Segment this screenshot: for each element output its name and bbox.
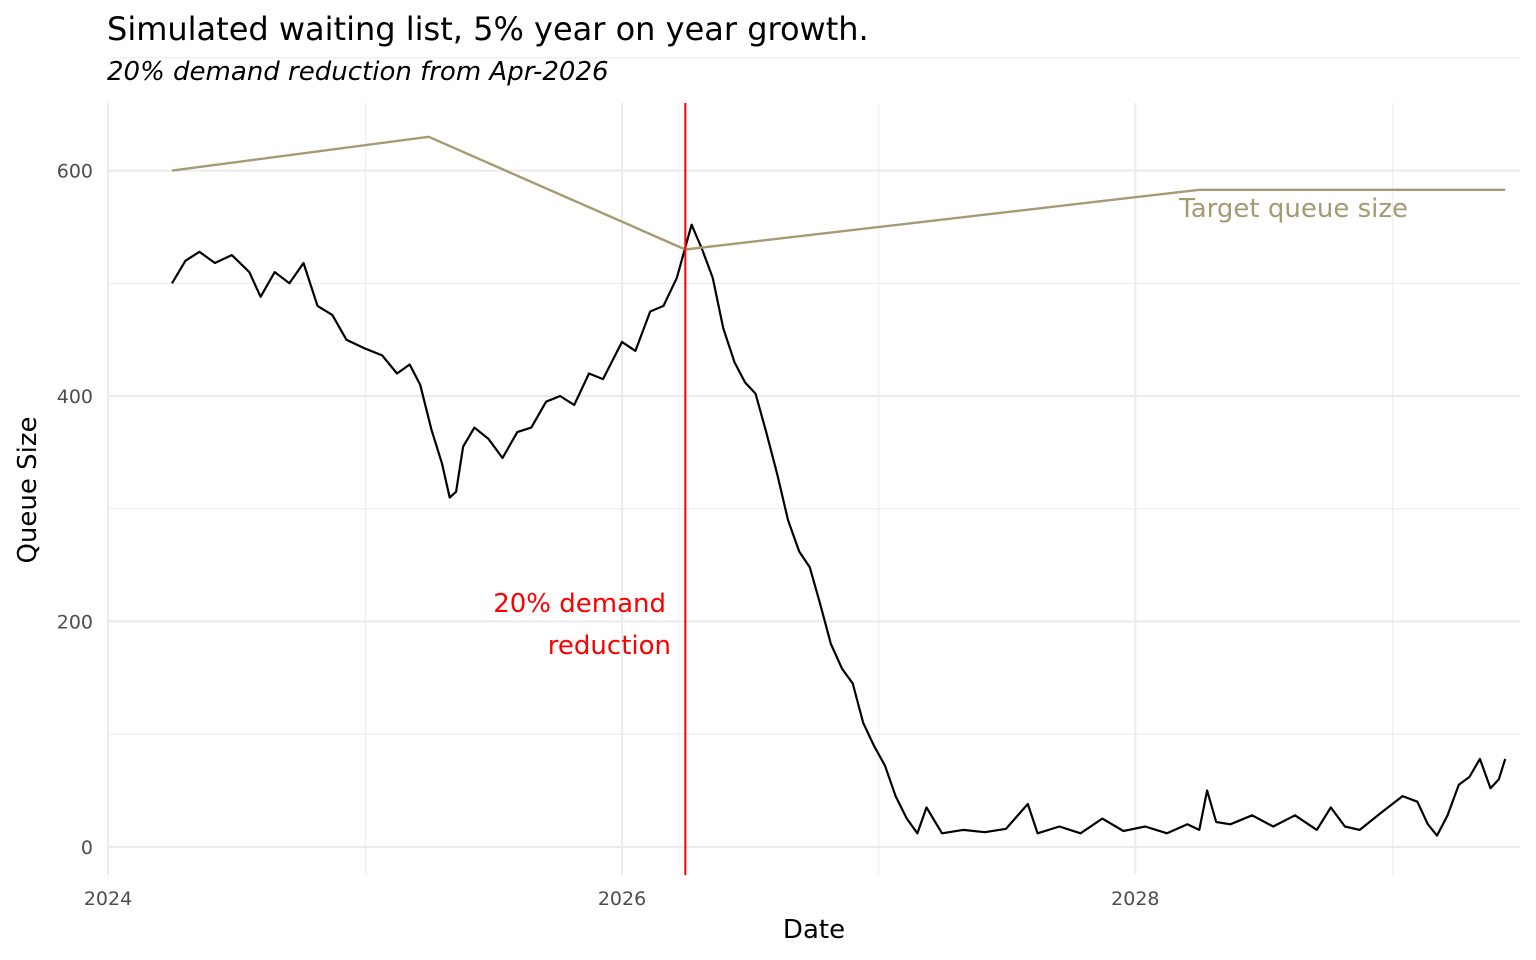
intervention-label-line1: 20% demand bbox=[493, 589, 666, 619]
queue-line bbox=[171, 223, 1507, 837]
y-axis-title: Queue Size bbox=[13, 416, 43, 563]
grid-minor-y bbox=[108, 57, 1520, 735]
grid-major-x bbox=[107, 103, 1137, 875]
chart-subtitle: 20% demand reduction from Apr-2026 bbox=[107, 57, 609, 87]
x-tick-label: 2026 bbox=[598, 888, 646, 910]
grid-major-y bbox=[108, 169, 1520, 848]
x-tick-label: 2024 bbox=[84, 888, 132, 910]
target-queue-label: Target queue size bbox=[1178, 194, 1408, 224]
chart-title: Simulated waiting list, 5% year on year … bbox=[107, 10, 869, 48]
y-tick-label: 200 bbox=[57, 611, 93, 633]
x-tick-label: 2028 bbox=[1111, 888, 1159, 910]
grid-minor-x bbox=[364, 103, 1394, 875]
x-axis-title: Date bbox=[783, 915, 845, 945]
y-tick-label: 400 bbox=[57, 386, 93, 408]
y-tick-label: 600 bbox=[57, 161, 93, 183]
series-layer bbox=[171, 135, 1507, 837]
tick-labels: 0 200 400 600 2024 2026 2028 bbox=[57, 161, 1160, 910]
intervention-label-line2: reduction bbox=[548, 631, 671, 661]
y-tick-label: 0 bbox=[81, 837, 93, 859]
